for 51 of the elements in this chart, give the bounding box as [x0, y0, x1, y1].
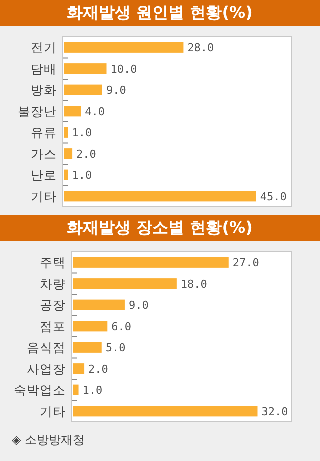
data-label: 9.0 [106, 84, 126, 98]
bar [64, 84, 102, 96]
y-tick-label: 점포 [40, 318, 66, 334]
y-tick-label: 유류 [31, 125, 57, 140]
data-label: 1.0 [72, 169, 92, 182]
bar [73, 257, 229, 268]
y-tick-label: 공장 [40, 298, 66, 313]
data-label: 6.0 [112, 320, 132, 334]
bar [64, 127, 68, 138]
data-label: 28.0 [188, 42, 214, 55]
data-label: 10.0 [110, 62, 138, 76]
data-label: 27.0 [232, 256, 260, 270]
bar [73, 278, 177, 290]
bar [73, 342, 102, 353]
y-tick-label: 불장난 [18, 104, 57, 119]
bar [73, 384, 79, 396]
y-tick-label: 사업장 [27, 361, 66, 376]
y-tick-label: 음식점 [27, 340, 66, 356]
bar [73, 300, 125, 310]
y-tick-label: 숙박업소 [14, 382, 66, 398]
y-tick-label: 담배 [31, 61, 57, 76]
bar [64, 191, 256, 202]
data-label: 45.0 [260, 190, 287, 204]
data-label: 32.0 [262, 405, 288, 418]
data-label: 9.0 [128, 299, 149, 312]
bar [73, 406, 258, 417]
bar [73, 364, 85, 374]
data-label: 5.0 [106, 342, 126, 355]
y-tick-label: 기타 [31, 188, 57, 204]
bar [64, 148, 73, 160]
data-label: 2.0 [76, 148, 96, 161]
y-tick-label: 차량 [40, 276, 66, 292]
data-label: 1.0 [72, 126, 92, 140]
bar [64, 64, 107, 74]
chart-title: 화재발생 장소별 현황(%) [67, 218, 253, 237]
text: ◈ 소방방재청 [12, 433, 86, 447]
bar [64, 106, 82, 117]
y-tick-label: 기타 [40, 404, 66, 419]
y-tick-label: 전기 [31, 40, 57, 56]
data-label: 1.0 [82, 384, 103, 398]
chart-title: 화재발생 원인별 현황(%) [67, 3, 253, 22]
y-tick-label: 난로 [31, 168, 57, 183]
y-tick-label: 방화 [31, 82, 57, 98]
bar [73, 321, 108, 332]
data-label: 4.0 [85, 105, 105, 118]
bar [64, 42, 184, 53]
y-tick-label: 가스 [31, 146, 57, 162]
y-tick-label: 주택 [40, 255, 66, 270]
data-label: 18.0 [180, 278, 208, 291]
data-label: 2.0 [88, 362, 108, 376]
bar [64, 170, 68, 180]
